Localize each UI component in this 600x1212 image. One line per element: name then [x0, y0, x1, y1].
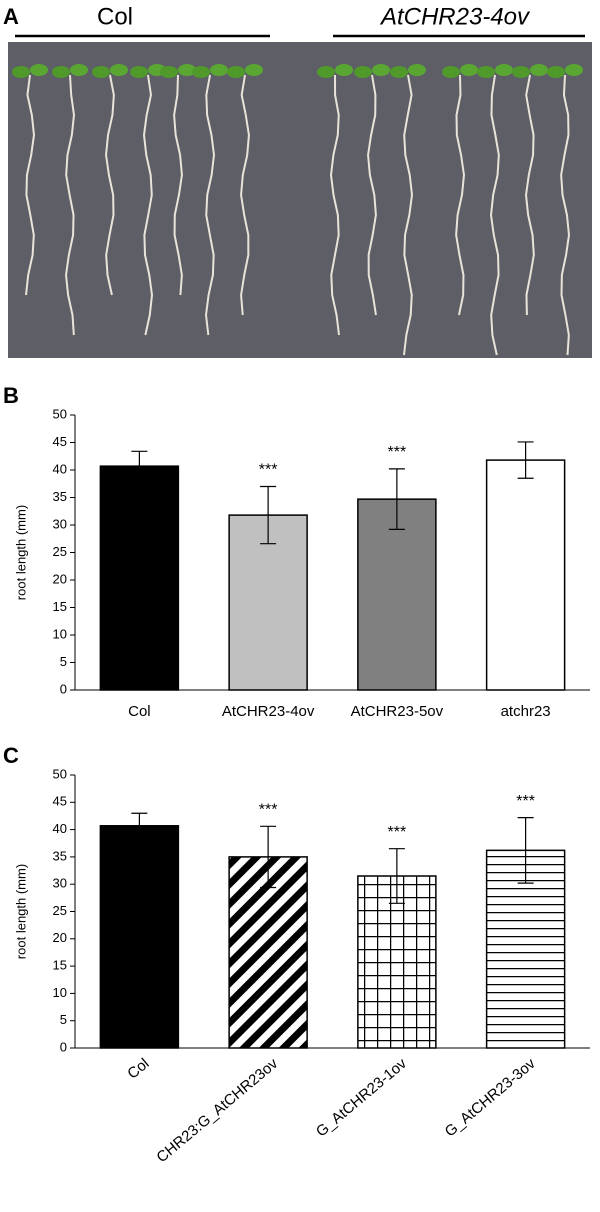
x-tick-label: G_AtCHR23-3ov — [442, 1055, 540, 1141]
y-tick-label: 15 — [53, 599, 67, 614]
leaf — [210, 64, 228, 76]
root — [105, 74, 115, 296]
significance: *** — [259, 802, 278, 819]
seedling-photo — [8, 42, 592, 358]
leaf — [354, 66, 372, 78]
leaf — [52, 66, 70, 78]
x-tick-label: CHR23:G_AtCHR23ov — [153, 1055, 281, 1166]
bar — [357, 498, 437, 691]
leaf — [565, 64, 583, 76]
y-tick-label: 0 — [60, 1039, 67, 1054]
root — [142, 74, 153, 336]
y-tick-label: 30 — [53, 876, 67, 891]
leaf — [160, 66, 178, 78]
y-tick-label: 35 — [53, 848, 67, 863]
y-tick-label: 5 — [60, 654, 67, 669]
leaf — [372, 64, 390, 76]
seedlings — [12, 64, 583, 356]
panel-label: C — [3, 743, 19, 768]
y-tick-label: 15 — [53, 958, 67, 973]
leaf — [130, 66, 148, 78]
y-tick-label: 0 — [60, 681, 67, 696]
root — [560, 74, 570, 356]
bar — [99, 465, 180, 691]
leaf — [227, 66, 245, 78]
root — [403, 74, 414, 356]
leaf — [110, 64, 128, 76]
leaf — [92, 66, 110, 78]
leaf — [30, 64, 48, 76]
y-tick-label: 10 — [53, 626, 67, 641]
leaf — [178, 64, 196, 76]
y-tick-label: 50 — [53, 766, 67, 781]
x-tick-label: AtCHR23-4ov — [222, 703, 315, 720]
root — [329, 74, 340, 336]
root — [367, 74, 377, 316]
leaf — [335, 64, 353, 76]
y-tick-label: 35 — [53, 489, 67, 504]
x-tick-label: G_AtCHR23-1ov — [313, 1055, 411, 1141]
root — [525, 74, 535, 316]
leaf — [547, 66, 565, 78]
y-axis-label: root length (mm) — [13, 505, 28, 600]
y-tick-label: 10 — [53, 985, 67, 1000]
y-tick-label: 40 — [53, 461, 67, 476]
leaf — [442, 66, 460, 78]
x-tick-label: Col — [128, 703, 151, 720]
y-axis-label: root length (mm) — [13, 864, 28, 959]
bar — [99, 825, 180, 1049]
root — [25, 74, 35, 296]
y-tick-label: 5 — [60, 1012, 67, 1027]
y-tick-label: 20 — [53, 930, 67, 945]
x-tick-label: atchr23 — [501, 703, 551, 720]
group-label: Col — [97, 3, 133, 30]
group-label: AtCHR23-4ov — [379, 3, 531, 30]
leaf — [70, 64, 88, 76]
y-tick-label: 30 — [53, 516, 67, 531]
root — [240, 74, 250, 316]
leaf — [12, 66, 30, 78]
leaf — [245, 64, 263, 76]
significance: *** — [388, 444, 407, 461]
significance: *** — [516, 793, 535, 810]
root — [490, 74, 500, 356]
y-tick-label: 40 — [53, 821, 67, 836]
bar — [485, 459, 566, 691]
y-tick-label: 50 — [53, 406, 67, 421]
leaf — [477, 66, 495, 78]
x-tick-label: AtCHR23-5ov — [351, 703, 444, 720]
root — [65, 74, 75, 336]
x-tick-label: Col — [124, 1055, 152, 1082]
root — [173, 74, 183, 296]
leaf — [408, 64, 426, 76]
significance: *** — [259, 462, 278, 479]
y-tick-label: 20 — [53, 571, 67, 586]
significance: *** — [388, 824, 407, 841]
y-tick-label: 45 — [53, 794, 67, 809]
leaf — [317, 66, 335, 78]
panel-label: B — [3, 383, 19, 408]
root — [455, 74, 465, 316]
leaf — [460, 64, 478, 76]
bar — [228, 856, 308, 1049]
leaf — [390, 66, 408, 78]
panel-label: A — [3, 4, 19, 29]
leaf — [495, 64, 513, 76]
y-tick-label: 45 — [53, 434, 67, 449]
leaf — [512, 66, 530, 78]
leaf — [530, 64, 548, 76]
y-tick-label: 25 — [53, 544, 67, 559]
leaf — [192, 66, 210, 78]
y-tick-label: 25 — [53, 903, 67, 918]
root — [204, 74, 216, 336]
